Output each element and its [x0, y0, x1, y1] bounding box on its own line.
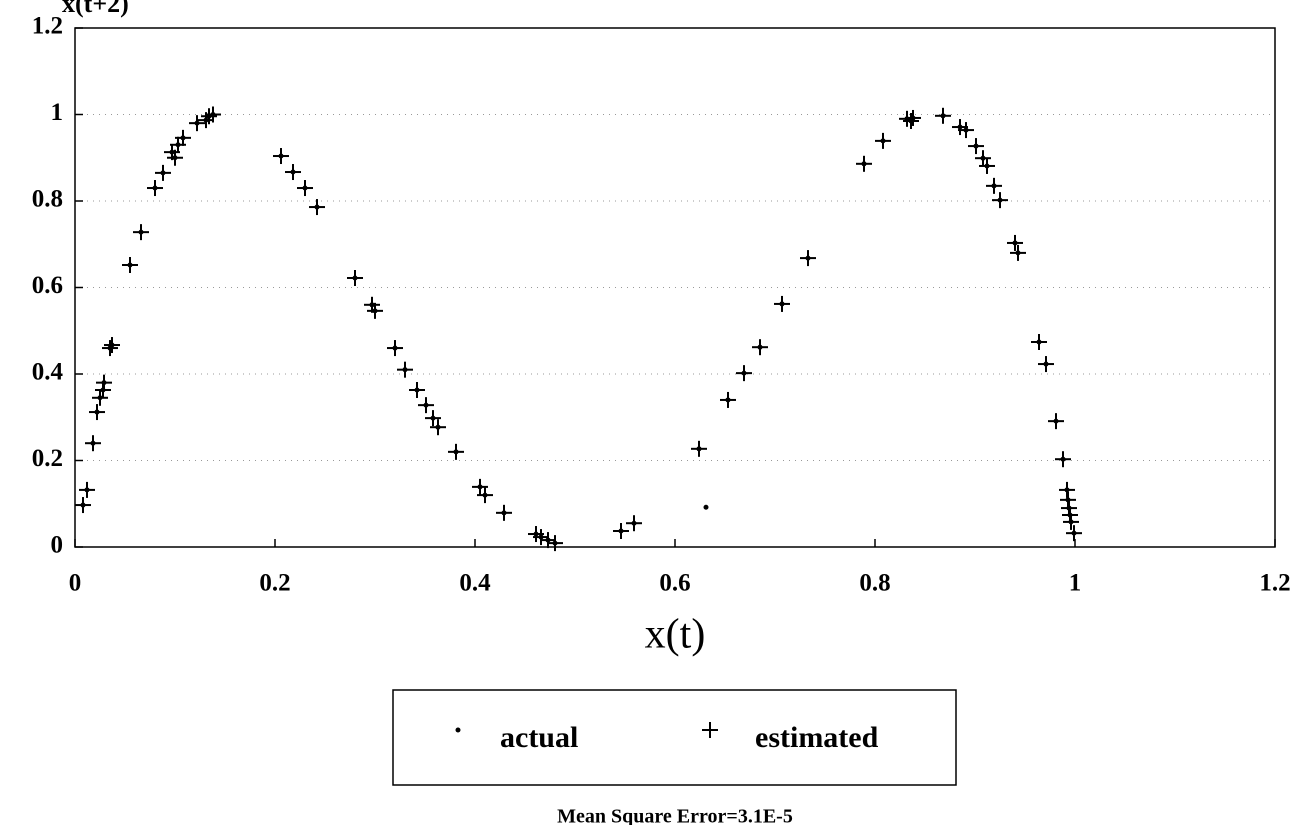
plus-marker [979, 157, 995, 174]
plus-marker [418, 397, 434, 414]
plus-marker [1007, 234, 1023, 251]
plus-marker [387, 340, 403, 357]
plus-marker [297, 180, 313, 197]
plus-marker [1063, 513, 1079, 530]
plus-marker [205, 106, 221, 123]
plus-marker [477, 487, 493, 504]
y-tick-label: 0 [51, 532, 64, 559]
plus-marker [1010, 244, 1026, 261]
y-tick-label: 0.8 [32, 186, 63, 213]
plus-marker [856, 155, 872, 172]
plus-marker [85, 435, 101, 452]
plus-marker [89, 404, 105, 421]
plus-marker [774, 295, 790, 312]
plus-marker [409, 382, 425, 399]
x-tick-label: 0 [69, 570, 82, 597]
plus-marker [175, 129, 191, 146]
plus-marker [800, 250, 816, 267]
y-tick-label: 1.2 [32, 13, 63, 40]
plus-marker [613, 522, 629, 539]
plus-marker [430, 419, 446, 436]
y-axis-label: x(t+2) [62, 0, 129, 18]
plus-marker [472, 478, 488, 495]
plus-marker [102, 340, 118, 357]
plus-marker [958, 122, 974, 139]
plus-marker [147, 180, 163, 197]
plus-marker [309, 199, 325, 216]
x-tick-label: 0.8 [859, 570, 890, 597]
plus-marker [720, 391, 736, 408]
plus-marker [189, 115, 205, 132]
x-tick-label: 1.2 [1259, 570, 1290, 597]
plus-marker [540, 532, 556, 549]
plus-marker [905, 109, 921, 126]
plus-marker [448, 443, 464, 460]
legend-label: estimated [755, 721, 879, 754]
plus-marker [875, 132, 891, 149]
plus-marker [367, 302, 383, 319]
plus-marker [1048, 413, 1064, 430]
plus-marker [968, 138, 984, 155]
footer-note: Mean Square Error=3.1E-5 [557, 806, 793, 825]
plus-marker [122, 257, 138, 274]
plus-marker [903, 112, 919, 129]
dot-marker [703, 504, 709, 510]
y-tick-label: 0.4 [32, 359, 64, 386]
plus-marker [975, 150, 991, 167]
plus-marker [201, 108, 217, 125]
y-tick-label: 1 [51, 99, 64, 126]
legend-label: actual [500, 721, 578, 754]
dot-marker [455, 727, 461, 733]
plus-marker [92, 389, 108, 406]
plus-marker [1038, 356, 1054, 373]
plus-marker [986, 177, 1002, 194]
plus-marker [1066, 525, 1082, 542]
plus-marker [347, 269, 363, 286]
plus-marker [691, 440, 707, 457]
x-axis-label: x(t) [645, 612, 706, 658]
plus-marker [397, 361, 413, 378]
x-tick-label: 0.4 [459, 570, 491, 597]
plus-marker [133, 224, 149, 241]
plus-marker [75, 497, 91, 514]
y-tick-label: 0.6 [32, 272, 63, 299]
x-tick-label: 0.2 [259, 570, 290, 597]
plus-marker [167, 149, 183, 166]
legend-box [392, 689, 957, 786]
plus-marker [96, 374, 112, 391]
plus-marker [79, 481, 95, 498]
x-tick-label: 0.6 [659, 570, 690, 597]
plot-frame [74, 27, 1276, 548]
plus-marker [992, 192, 1008, 209]
plus-marker [496, 504, 512, 521]
plus-marker [702, 722, 718, 738]
plus-marker [533, 529, 549, 546]
plus-marker [626, 515, 642, 532]
plus-marker [935, 107, 951, 124]
plus-marker [736, 365, 752, 382]
plus-marker [1031, 333, 1047, 350]
plus-marker [104, 337, 120, 354]
x-tick-label: 1 [1069, 570, 1082, 597]
plus-marker [285, 164, 301, 181]
y-tick-label: 0.2 [32, 445, 63, 472]
plus-marker [752, 339, 768, 356]
plus-marker [1055, 451, 1071, 468]
plus-marker [547, 535, 563, 552]
plus-marker [425, 410, 441, 427]
plus-marker [273, 148, 289, 165]
plus-marker [155, 164, 171, 181]
